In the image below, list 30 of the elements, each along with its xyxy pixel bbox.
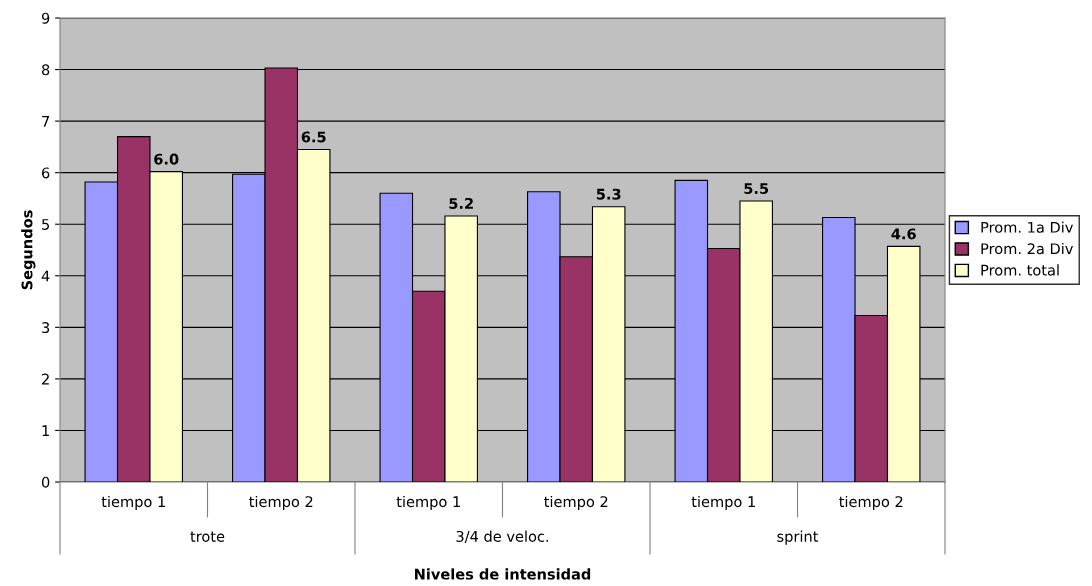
x-tick-label: tiempo 1 [101,495,165,510]
data-label: 4.6 [891,228,916,240]
y-tick-label: 0 [41,476,50,488]
y-tick-label: 9 [41,12,50,24]
x-tick-label: tiempo 1 [691,495,755,510]
y-tick-label: 8 [41,64,50,76]
legend-label: Prom. 1a Div [981,221,1073,233]
data-label: 5.2 [449,197,473,209]
y-tick-label: 2 [42,373,49,385]
y-tick-label: 1 [42,425,49,436]
legend-label: Prom. 2a Div [981,242,1073,255]
x-tick-label: tiempo 2 [249,495,313,510]
data-label: 5.5 [744,183,769,195]
legend-label: Prom. total [981,264,1059,276]
data-label: 6.0 [154,153,179,165]
data-label: 5.3 [596,188,621,200]
x-tick-label: tiempo 2 [544,495,608,510]
y-tick-label: 6 [42,167,50,179]
x-tick-label: tiempo 2 [839,495,903,510]
x-tick-label: tiempo 1 [396,495,460,510]
y-axis-title: Segundos [21,210,36,290]
data-label: 6.5 [301,131,326,143]
y-tick-label: 4 [41,270,50,282]
y-tick-label: 7 [42,116,50,127]
text: sprint [777,530,819,545]
y-tick-label: 5 [42,219,49,230]
text: 3/4 de veloc. [456,530,549,544]
text: trote [190,531,225,542]
x-axis-title: Niveles de intensidad [415,568,591,580]
y-tick-label: 3 [42,322,50,334]
